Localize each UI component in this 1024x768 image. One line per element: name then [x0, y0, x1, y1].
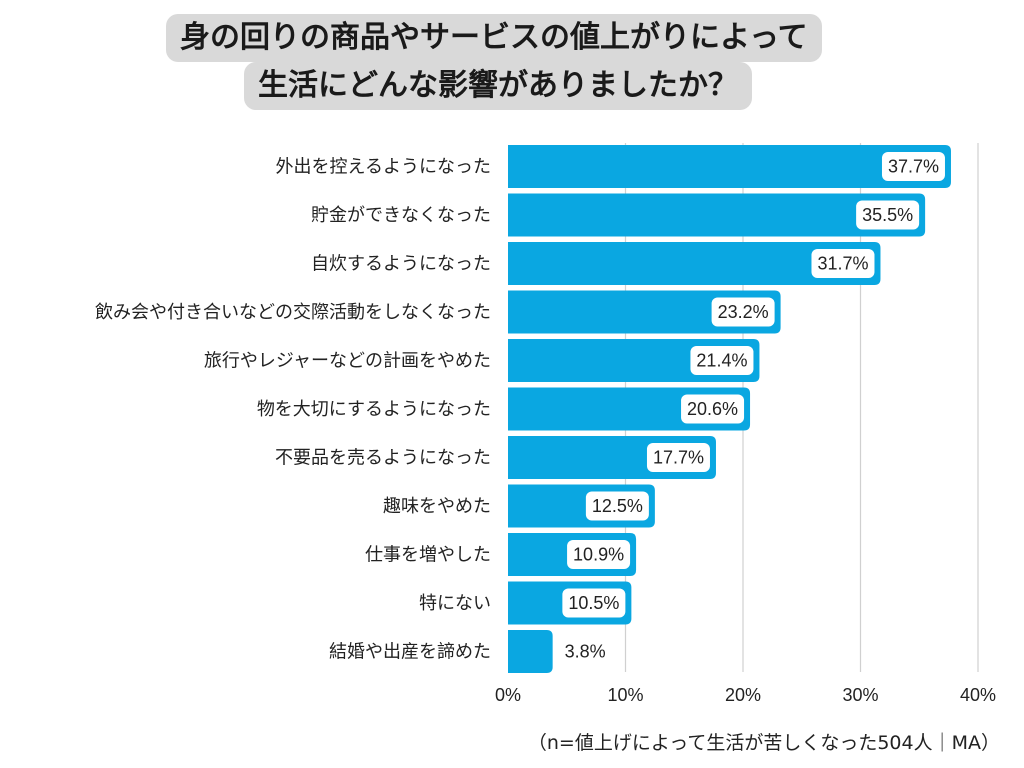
- category-label: 物を大切にするようになった: [257, 399, 491, 420]
- value-label: 17.7%: [653, 448, 704, 468]
- value-label: 10.9%: [573, 545, 624, 565]
- footnote: （n=値上げによって生活が苦しくなった504人｜MA）: [527, 732, 1000, 754]
- value-label: 31.7%: [817, 254, 868, 274]
- x-tick-label: 30%: [842, 685, 878, 705]
- chart-title-line-1: 身の回りの商品やサービスの値上がりによって: [166, 14, 822, 62]
- value-label: 20.6%: [687, 399, 738, 419]
- value-label: 37.7%: [888, 157, 939, 177]
- bars: 37.7% 35.5% 31.7% 23.2% 21.4% 20.6% 17.7% 12.5%…: [508, 145, 951, 673]
- category-label: 飲み会や付き合いなどの交際活動をしなくなった: [95, 302, 491, 323]
- value-label: 21.4%: [696, 351, 747, 371]
- category-label: 趣味をやめた: [383, 496, 491, 517]
- x-tick-label: 40%: [960, 685, 996, 705]
- category-label: 外出を控えるようになった: [276, 157, 491, 178]
- value-label-box: [681, 394, 745, 424]
- value-label-box: [585, 491, 649, 521]
- bar: [508, 630, 553, 673]
- value-label-box: [646, 443, 710, 472]
- category-labels: 外出を控えるようになった貯金ができなくなった自炊するようになった飲み会や付き合い…: [95, 157, 491, 663]
- value-label-box: [856, 200, 920, 230]
- value-label-box: [690, 346, 754, 375]
- value-label-box: [811, 249, 875, 278]
- value-label-box: [567, 540, 631, 569]
- value-label: 35.5%: [862, 205, 913, 225]
- category-label: 貯金ができなくなった: [311, 205, 491, 226]
- category-label: 旅行やレジャーなどの計画をやめた: [204, 351, 491, 372]
- value-label: 23.2%: [718, 302, 769, 322]
- category-label: 特にない: [419, 593, 491, 614]
- x-tick-label: 20%: [725, 685, 761, 705]
- value-label-box: [881, 152, 945, 181]
- bar: [508, 145, 951, 188]
- value-label: 10.5%: [568, 593, 619, 613]
- value-label: 3.8%: [565, 642, 606, 662]
- category-label: 不要品を売るようになった: [275, 448, 491, 469]
- value-label-box: [711, 297, 775, 327]
- value-label: 12.5%: [592, 496, 643, 516]
- value-label-box: [562, 588, 626, 618]
- chart-title-line-2: 生活にどんな影響がありましたか？: [244, 62, 752, 110]
- bar: [508, 242, 881, 285]
- x-tick-label: 10%: [607, 685, 643, 705]
- x-tick-labels: 0% 10% 20% 30% 40%: [495, 685, 996, 705]
- bar: [508, 193, 926, 237]
- x-tick-label: 0%: [495, 685, 521, 705]
- category-label: 結婚や出産を諦めた: [329, 642, 491, 663]
- category-label: 自炊するようになった: [311, 254, 491, 275]
- category-label: 仕事を増やした: [365, 545, 491, 566]
